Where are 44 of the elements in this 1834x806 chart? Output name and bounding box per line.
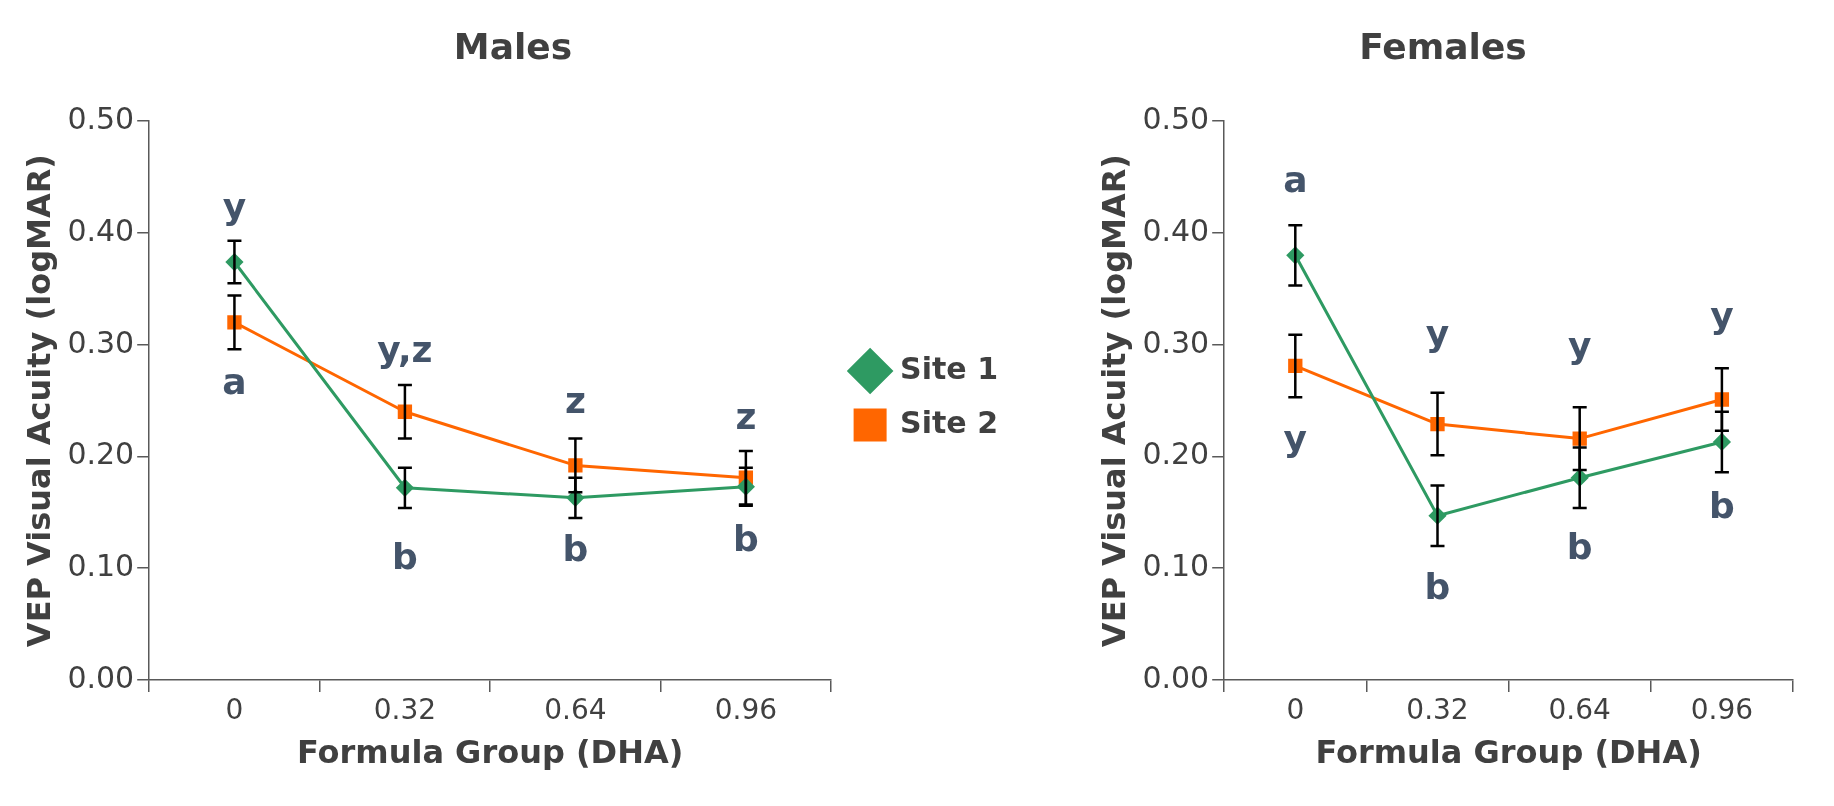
y-tick-label: 0.00 [1142, 659, 1210, 695]
annotation: z [735, 396, 757, 438]
x-tick-label: 0.32 [373, 693, 437, 727]
legend-label: Site 1 [900, 350, 999, 386]
y-tick-label: 0.30 [67, 324, 135, 360]
y-tick-label: 0.20 [1142, 436, 1210, 472]
annotation: y [1710, 294, 1734, 336]
annotation: y [1567, 324, 1592, 366]
x-tick-label: 0.96 [1690, 693, 1754, 727]
y-tick-label: 0.20 [67, 436, 135, 472]
y-tick-label: 0.40 [1142, 212, 1210, 248]
x-tick-label: 0.64 [1548, 693, 1611, 727]
y-tick-label: 0.50 [1142, 101, 1210, 136]
chart-title: Males [453, 25, 573, 67]
y-tick-label: 0.10 [1142, 548, 1210, 584]
x-tick-label: 0.64 [544, 693, 607, 727]
y-tick-label: 0.00 [67, 659, 135, 695]
x-axis-title: Formula Group (DHA) [1315, 733, 1702, 772]
y-tick-label: 0.10 [67, 548, 135, 584]
annotation: b [1424, 566, 1451, 608]
annotation: b [562, 528, 589, 570]
annotation: y [222, 186, 247, 228]
y-tick-label: 0.40 [67, 212, 135, 248]
annotation: b [732, 518, 759, 560]
y-axis-title: VEP Visual Acuity (logMAR) [1094, 154, 1133, 648]
x-tick-label: 0.96 [714, 693, 778, 727]
annotation: y,z [377, 329, 433, 371]
x-tick-label: 0 [225, 693, 244, 727]
annotation: b [1709, 485, 1735, 527]
annotation: b [392, 536, 418, 578]
annotation: b [1566, 526, 1593, 568]
annotation: y [1425, 313, 1450, 355]
chart-title: Females [1359, 25, 1527, 67]
x-tick-label: 0.32 [1406, 693, 1469, 727]
y-axis-title: VEP Visual Acuity (logMAR) [19, 154, 58, 648]
x-tick-label: 0 [1286, 693, 1305, 727]
annotation: a [1283, 158, 1308, 200]
y-tick-label: 0.30 [1142, 324, 1210, 360]
annotation: z [564, 379, 586, 421]
annotation: a [222, 360, 247, 402]
annotation: y [1283, 418, 1308, 460]
legend-label: Site 2 [900, 404, 999, 440]
x-axis-title: Formula Group (DHA) [296, 733, 684, 772]
y-tick-label: 0.50 [67, 101, 135, 136]
